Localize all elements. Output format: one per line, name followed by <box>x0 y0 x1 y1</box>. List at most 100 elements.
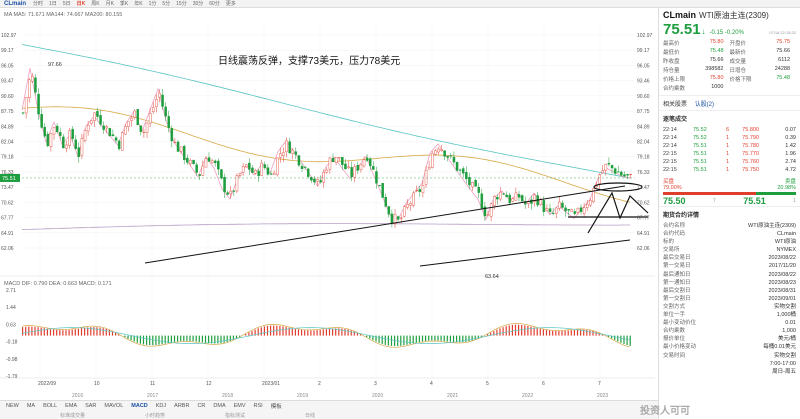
info-row: 周日-周五 <box>772 368 796 375</box>
indicator-tab[interactable]: MAVOL <box>104 403 124 409</box>
ask-label: 卖盘 <box>784 179 796 185</box>
candle-body <box>483 206 487 217</box>
indicator-tab[interactable]: CR <box>197 403 206 409</box>
timeframe-tab[interactable]: 15分 <box>176 1 187 7</box>
timeframe-tab[interactable]: 周K <box>91 1 100 7</box>
macd-bar <box>40 327 42 336</box>
timeframe-tab[interactable]: 30分 <box>192 1 204 7</box>
tick-row: 22:15 75.51 1 75.760 2.74 <box>663 159 796 165</box>
indicator-tab[interactable]: SAR <box>85 403 97 409</box>
ma200-line <box>21 44 631 179</box>
timeframe-tab[interactable]: 日K <box>76 1 86 7</box>
macd-bar <box>403 335 405 346</box>
indicator-tab[interactable]: ARBR <box>174 403 190 409</box>
macd-bar <box>366 335 368 338</box>
candle-body <box>117 140 121 150</box>
template-item[interactable]: 标准成交量 <box>60 413 86 419</box>
macd-bar <box>614 335 616 340</box>
indicator-tab[interactable]: NEW <box>6 403 19 409</box>
info-row: 合约乘数 1,000 <box>663 328 796 335</box>
indicator-tab[interactable]: RSI <box>253 403 263 409</box>
quote-row: 成交量 6112 <box>729 57 791 65</box>
info-title: 期货合约详情 <box>659 206 800 222</box>
candle-body <box>493 196 496 207</box>
candle-body <box>254 170 257 174</box>
candle-body <box>316 179 319 182</box>
macd-bar <box>567 330 569 336</box>
quote-row: 价格下限 75.48 <box>729 75 791 83</box>
x-axis-label-long: 2021 <box>447 393 458 399</box>
macd-bar <box>139 335 141 344</box>
macd-bar <box>493 331 495 336</box>
symbol-label[interactable]: CLmain <box>4 0 27 7</box>
timeframe-tab[interactable]: 5分 <box>162 1 171 7</box>
candle-body <box>629 173 632 176</box>
timeframe-tab[interactable]: 更多 <box>225 1 236 7</box>
macd-bar <box>319 329 321 336</box>
macd-bar <box>409 335 411 345</box>
candle-body <box>365 157 369 161</box>
macd-bar <box>353 331 355 336</box>
template-item[interactable]: 指标测试 <box>225 413 246 419</box>
macd-bar <box>462 335 464 343</box>
candle-body <box>592 188 595 202</box>
timeframe-tab[interactable]: 分时 <box>33 1 44 7</box>
indicator-tab[interactable]: KDJ <box>155 403 167 409</box>
candle-body <box>136 109 139 126</box>
macd-bar <box>434 335 436 341</box>
info-row: 报价单位 美元/桶 <box>663 336 796 343</box>
macd-bar <box>425 335 427 341</box>
bid-label: 买盘 <box>663 179 675 185</box>
candle-body <box>558 201 561 209</box>
macd-bar <box>316 330 318 336</box>
timeframe-tab[interactable]: 年K <box>134 1 143 7</box>
indicator-tab[interactable]: DMA <box>213 403 226 409</box>
candle-body <box>213 160 217 164</box>
macd-bar <box>291 328 293 336</box>
timeframe-tab[interactable]: 5日 <box>62 1 71 7</box>
macd-bar <box>294 328 296 336</box>
indicator-tab[interactable]: EMV <box>233 403 246 409</box>
macd-bar <box>170 335 172 343</box>
macd-bar <box>133 335 135 342</box>
related-link[interactable]: 认股(2) <box>694 102 715 108</box>
macd-bar <box>146 335 148 345</box>
indicator-tab[interactable]: MA <box>26 403 36 409</box>
kline-chart[interactable]: 102.97 102.97 99.17 99.17 96.05 96.05 93.46 93.… <box>0 8 655 400</box>
chart-area[interactable]: 102.97 102.97 99.17 99.17 96.05 96.05 93.46 93.… <box>0 8 655 400</box>
info-row: 第一通知日 2023/08/23 <box>663 279 796 286</box>
timeframe-tab[interactable]: 60分 <box>209 1 220 7</box>
template-item[interactable]: 日线 <box>305 413 316 419</box>
macd-bar <box>102 328 104 336</box>
candle-body <box>406 203 409 208</box>
candle-body <box>626 174 629 176</box>
macd-bar <box>25 326 27 336</box>
timeframe-tab[interactable]: 1日 <box>49 1 57 7</box>
trend-lines <box>144 182 649 267</box>
indicator-tab[interactable]: 模板 <box>270 404 282 410</box>
x-axis-label-long: 2018 <box>222 393 233 399</box>
macd-bar <box>545 330 548 336</box>
timeframe-tab[interactable]: 1分 <box>148 1 157 7</box>
timeframe-tab[interactable]: 月K <box>105 1 114 7</box>
right-axis-label: 96.05 <box>637 63 650 69</box>
indicator-tab[interactable]: MACD <box>131 403 148 409</box>
indicator-tab[interactable]: EMA <box>65 403 78 409</box>
bid-size: 7 <box>712 198 716 204</box>
candle-body <box>269 173 273 175</box>
candle-body <box>198 174 201 176</box>
contract-info: 合约名称 WTI原油主连(2309) 合约代码 CLmain 标的 WTI原油 交易所 NYM… <box>659 222 800 376</box>
macd-bar <box>524 325 526 336</box>
candle-body <box>303 166 307 168</box>
timeframe-tab[interactable]: 季K <box>119 1 129 7</box>
macd-bar <box>564 330 566 336</box>
macd-bar <box>480 335 482 338</box>
candle-body <box>511 198 515 202</box>
template-item[interactable]: 小时趋势 <box>145 413 166 419</box>
candle-body <box>313 178 316 183</box>
candle-body <box>564 207 567 212</box>
candle-body <box>576 207 580 213</box>
indicator-tab[interactable]: BOLL <box>43 403 58 409</box>
macd-bar <box>167 335 169 344</box>
candle-body <box>263 164 267 168</box>
